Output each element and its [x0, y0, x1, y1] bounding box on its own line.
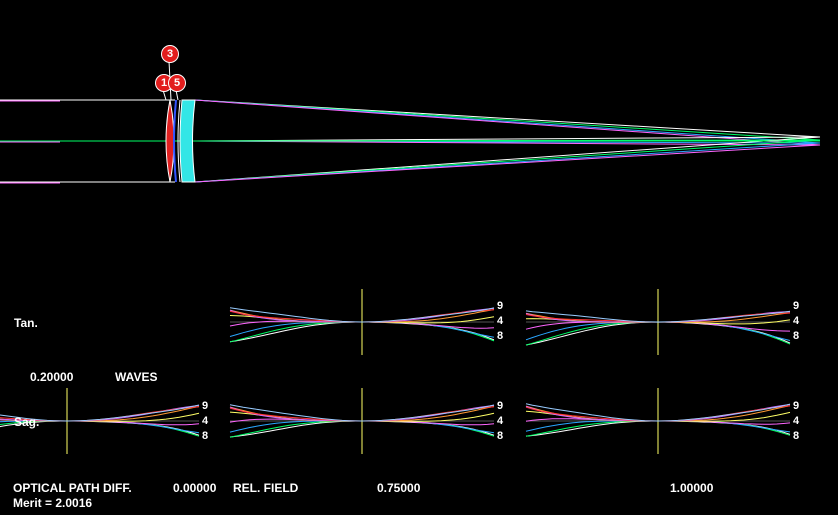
tan-field-100-wave-label-1: 4 [793, 315, 800, 327]
sag-field-075-curve-8 [229, 404, 495, 422]
rel-field-label: REL. FIELD [233, 481, 299, 495]
sagittal-label: Sag. [14, 415, 40, 429]
sag-field-100-curve-8 [525, 403, 791, 422]
tangential-label: Tan. [14, 316, 38, 330]
lens-element-2 [179, 99, 196, 183]
sag-field-075-wave-label-1: 4 [497, 415, 504, 427]
sag-field-100-wave-label-1: 4 [793, 415, 800, 427]
tan-field-075-wave-label-1: 4 [497, 315, 504, 327]
scale-unit: WAVES [115, 370, 158, 384]
sag-field-075-wave-label-2: 8 [497, 430, 503, 442]
sag-field-000-wave-label-0: 9 [202, 400, 208, 412]
tan-field-100-curve-8 [525, 310, 791, 323]
sag-field-000-wave-label-2: 8 [202, 430, 208, 442]
surface-badge-3[interactable]: 3 [161, 45, 179, 63]
sag-field-100-wave-label-2: 8 [793, 430, 799, 442]
tan-field-075-wave-label-0: 9 [497, 300, 503, 312]
tan-field-075-wave-label-2: 8 [497, 330, 503, 342]
sag-field-000-wave-label-1: 4 [202, 415, 209, 427]
scale-value: 0.20000 [30, 370, 74, 384]
field-value-0: 0.00000 [173, 481, 217, 495]
field-value-1: 0.75000 [377, 481, 421, 495]
opd-title: OPTICAL PATH DIFF. [13, 481, 132, 495]
lens-surface-4 [177, 99, 181, 183]
tan-field-100-wave-label-0: 9 [793, 300, 799, 312]
sag-field-100-wave-label-0: 9 [793, 400, 799, 412]
tan-field-075-curve-8 [229, 307, 495, 323]
field-value-2: 1.00000 [670, 481, 714, 495]
lens-surface-3 [173, 99, 177, 183]
tan-field-100-wave-label-2: 8 [793, 330, 799, 342]
lens-layout-view [0, 60, 821, 184]
ray-out-chief-0 [194, 136, 821, 142]
ray-out-lower-3 [194, 144, 821, 183]
sag-field-000-curve-8 [0, 404, 200, 422]
sag-field-075-wave-label-0: 9 [497, 400, 503, 412]
merit-value: Merit = 2.0016 [13, 496, 93, 510]
surface-badge-5[interactable]: 5 [168, 74, 186, 92]
